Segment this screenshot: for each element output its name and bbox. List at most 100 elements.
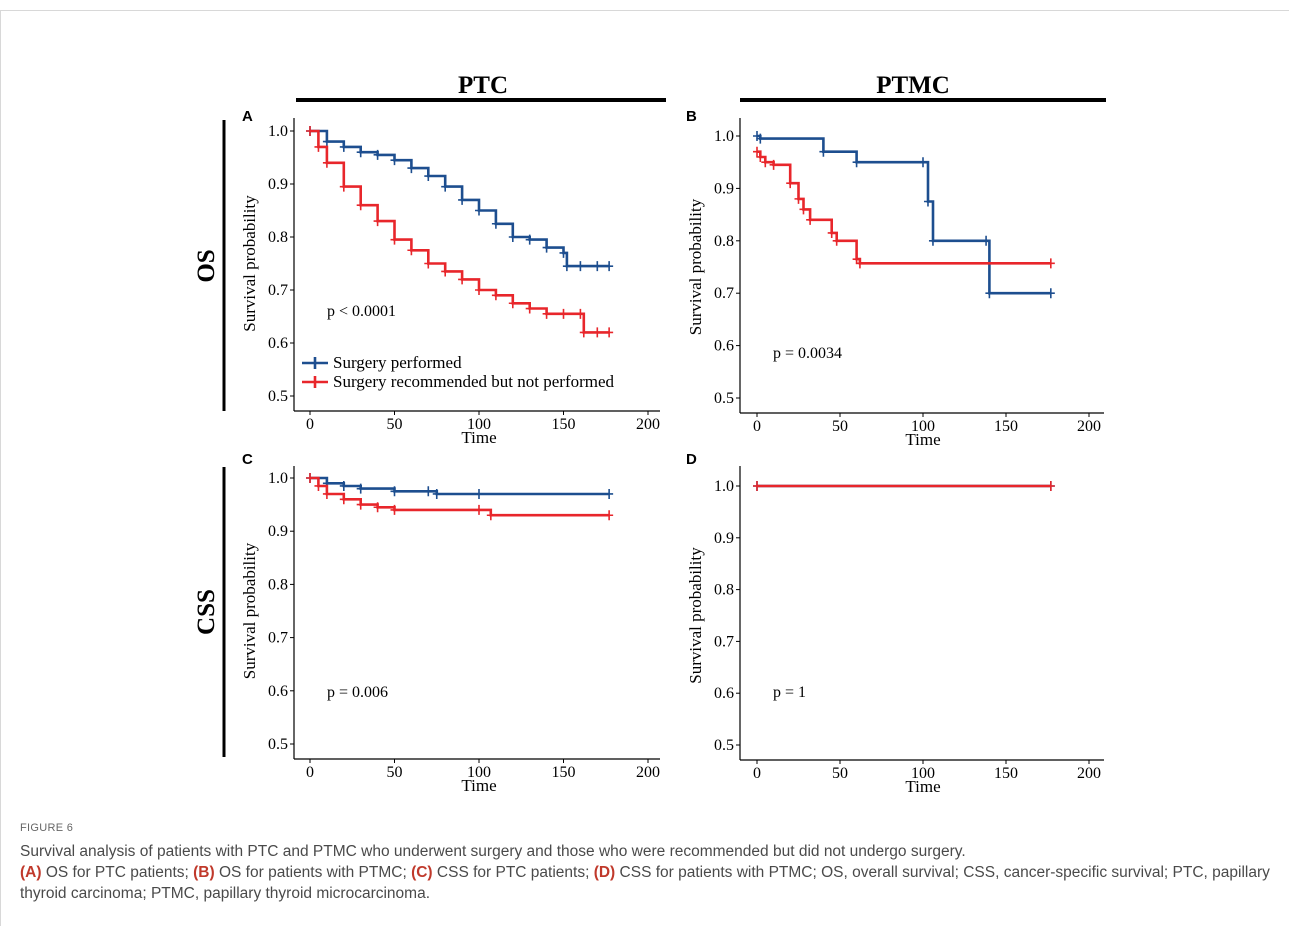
censor-mark [475,504,483,515]
censor-mark [1046,258,1055,269]
survival-curve-performed [757,134,1051,295]
x-tick-label: 200 [1077,765,1101,782]
censor-mark [390,486,399,497]
censor-mark [827,227,836,238]
figure-frame [0,10,1289,926]
censor-mark [424,486,433,497]
caption-part-c: CSS for PTC patients; [432,864,594,881]
x-tick-label: 150 [552,416,576,433]
censor-mark [424,258,433,269]
y-tick-label: 0.6 [714,338,734,355]
y-tick-label: 0.9 [268,176,288,193]
censor-mark [475,205,483,216]
y-tick-label: 1.0 [714,128,734,145]
y-tick-label: 0.8 [268,576,288,593]
x-tick-label: 150 [552,764,576,781]
legend-label: Surgery recommended but not performed [333,372,615,391]
censor-mark [356,200,365,211]
censor-mark [424,171,433,182]
censor-mark [339,181,348,192]
p-value: p = 0.0034 [773,345,842,362]
censor-mark [852,157,861,168]
y-axis-title: Survival probability [240,542,259,679]
x-tick-label: 150 [994,418,1018,435]
censor-mark [769,159,778,170]
y-tick-label: 0.5 [268,388,288,405]
panel-letter: D [686,451,697,468]
caption-part-a: OS for PTC patients; [41,864,194,881]
censor-mark [390,234,399,245]
x-axis-title: Time [461,428,496,447]
censor-mark [562,261,571,272]
x-axis-title: Time [905,430,940,449]
censor-mark [525,303,534,314]
y-tick-label: 1.0 [268,470,288,487]
caption-tag-c: (C) [411,864,433,881]
x-axis-title: Time [905,777,940,796]
y-tick-label: 0.6 [268,683,288,700]
x-tick-label: 150 [994,765,1018,782]
x-tick-label: 50 [387,764,403,781]
y-tick-label: 0.8 [714,233,734,250]
y-tick-label: 0.9 [714,530,734,547]
censor-mark [593,327,602,338]
survival-curve-performed [310,129,610,268]
y-tick-label: 0.5 [714,737,734,754]
censor-mark [919,157,927,168]
caption-part-b: OS for patients with PTMC; [214,864,412,881]
censor-mark [923,196,932,207]
x-tick-label: 100 [911,765,935,782]
censor-mark [390,155,399,166]
y-axis-title: Survival probability [686,547,705,684]
legend-label: Surgery performed [333,353,462,372]
x-tick-label: 0 [306,416,314,433]
censor-mark [753,146,761,157]
censor-mark [306,473,314,483]
column-title-ptc: PTC [458,72,508,99]
censor-mark [928,235,937,246]
panel-letter: C [242,451,253,468]
y-axis-title: Survival probability [686,198,705,335]
censor-mark [339,494,348,505]
censor-mark [339,480,348,491]
censor-mark [475,488,483,499]
figure-label: FIGURE 6 [20,822,74,834]
panel-letter: B [686,108,697,125]
y-tick-label: 0.7 [714,285,734,302]
censor-mark [605,261,614,272]
p-value: p = 0.006 [327,684,388,701]
censor-mark [576,308,585,319]
panel-b: B 0.5 0.6 0.7 0.8 0.9 1.0 0 50 100 150 200 Time Survi… [686,108,1104,449]
censor-mark [432,488,441,499]
censor-mark [314,141,323,152]
caption-tag-b: (B) [193,864,215,881]
legend-item: Surgery recommended but not performed [302,372,615,391]
x-tick-label: 0 [753,418,761,435]
row-title-os: OS [193,249,220,282]
censor-mark [576,261,585,272]
censor-mark [356,147,365,158]
censor-mark [593,261,602,272]
x-tick-label: 100 [911,418,935,435]
censor-mark [605,510,614,521]
row-title-css: CSS [193,589,220,635]
x-tick-label: 200 [636,416,660,433]
censor-mark [542,308,551,319]
p-value: p < 0.0001 [327,303,396,320]
censor-mark [491,290,500,301]
x-tick-label: 50 [387,416,403,433]
censor-mark [756,151,765,162]
censor-mark [373,216,382,227]
censor-mark [441,266,450,277]
censor-mark [982,235,991,246]
censor-mark [339,141,348,152]
p-value: p = 1 [773,684,806,701]
censor-mark [799,204,808,215]
censor-mark [579,327,588,338]
x-tick-label: 200 [1077,418,1101,435]
censor-mark [508,232,517,242]
y-tick-label: 0.6 [268,335,288,352]
figure: PTC PTMC OS CSS A 0.5 0.6 0.7 0.8 0.9 1.0 0 50 100 150… [193,72,1106,796]
panel-c: C 0.5 0.6 0.7 0.8 0.9 1.0 0 50 100 150 200 Time Survi… [240,451,660,795]
y-tick-label: 0.9 [268,523,288,540]
